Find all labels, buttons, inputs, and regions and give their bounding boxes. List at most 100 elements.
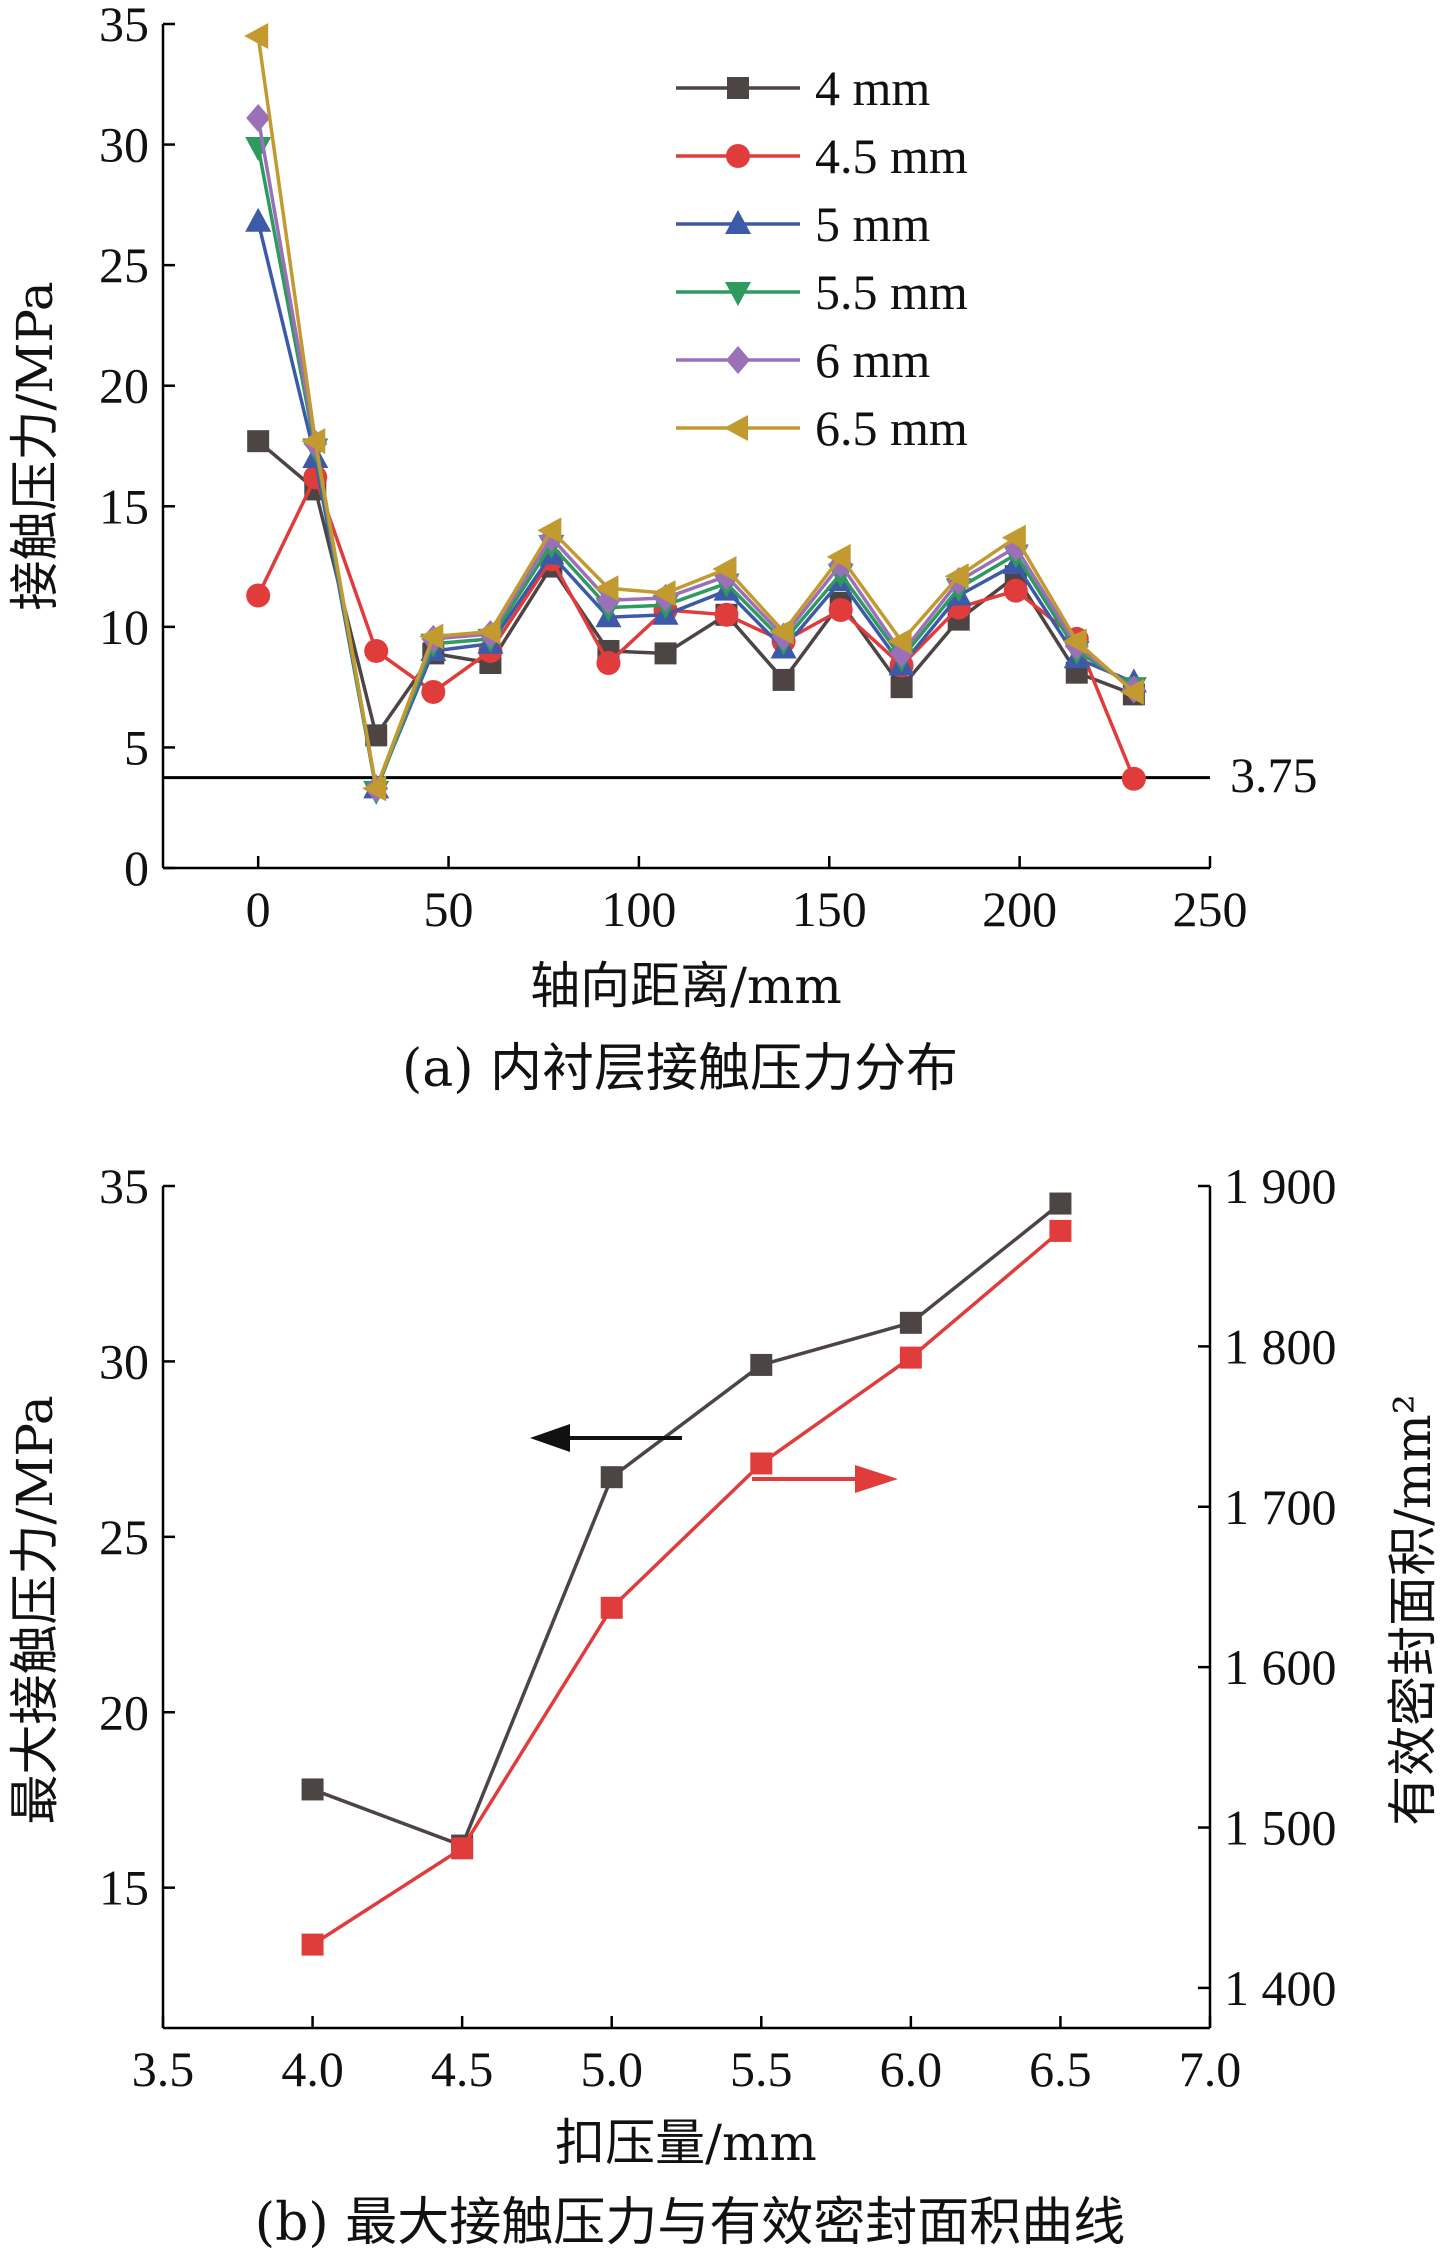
data-point-4mm <box>654 642 677 665</box>
chart-b-left-axis-title: 最大接触压力/MPa <box>6 1395 64 1824</box>
chart-a-y-tick-label: 10 <box>99 599 149 655</box>
data-point-6-5mm <box>1119 678 1144 705</box>
data-point-6-5mm <box>301 428 326 455</box>
data-point-sealing-area <box>1049 1219 1072 1242</box>
data-point-max-pressure <box>1049 1192 1072 1215</box>
data-point-sealing-area <box>301 1933 324 1956</box>
data-point-5mm <box>245 207 272 232</box>
data-point-6-5mm <box>537 517 562 544</box>
legend-label-4-5mm: 4.5 mm <box>815 128 968 184</box>
series-line-5mm <box>256 221 1135 795</box>
data-point-4-5mm <box>1121 766 1146 791</box>
data-point-sealing-area <box>750 1452 773 1475</box>
series-line-6-5mm <box>256 35 1136 796</box>
legend-marker-5-5mm <box>725 282 751 306</box>
chart-b-x-tick-label: 4.5 <box>431 2041 494 2097</box>
legend-label-6mm: 6 mm <box>815 332 930 388</box>
data-point-4-5mm <box>364 638 389 663</box>
data-point-6-5mm <box>594 575 619 602</box>
data-point-6-5mm <box>476 618 501 645</box>
chart-b-left-series-arrow <box>530 1424 682 1452</box>
chart-b-left-tick-label: 30 <box>99 1333 149 1389</box>
data-point-6-5mm <box>887 628 912 655</box>
data-point-4mm <box>890 676 913 699</box>
data-point-sealing-area <box>600 1596 623 1619</box>
series-line-sealing-area <box>311 1229 1062 1947</box>
data-point-6mm <box>246 104 271 133</box>
legend-marker-4-5mm <box>726 144 750 168</box>
chart-a-y-axis-title: 接触压力/MPa <box>6 281 64 610</box>
chart-b-x-tick-label: 3.5 <box>132 2041 195 2097</box>
legend-label-5-5mm: 5.5 mm <box>815 264 968 320</box>
chart-a-plot-area <box>163 23 1210 805</box>
chart-a-y-tick-label: 25 <box>99 237 149 293</box>
legend-label-6-5mm: 6.5 mm <box>815 400 968 456</box>
data-point-4-5mm <box>421 679 446 704</box>
data-point-4-5mm <box>596 651 621 676</box>
series-line-max-pressure <box>311 1202 1062 1848</box>
data-point-sealing-area <box>451 1837 474 1860</box>
data-point-4-5mm <box>714 602 739 627</box>
chart-a-x-tick-label: 200 <box>982 881 1057 937</box>
chart-b-x-tick-label: 5.0 <box>580 2041 643 2097</box>
data-point-4-5mm <box>246 583 271 608</box>
legend-marker-6-5mm <box>724 415 748 441</box>
chart-b-caption: (b) 最大接触压力与有效密封面积曲线 <box>255 2193 1125 2253</box>
data-point-6-5mm <box>712 555 737 582</box>
chart-a-caption: (a) 内衬层接触压力分布 <box>402 1039 958 1099</box>
data-point-6-5mm <box>362 775 387 802</box>
data-point-max-pressure <box>301 1778 324 1801</box>
legend-marker-6mm <box>726 346 750 374</box>
chart-b-x-axis-title: 扣压量/mm <box>555 2114 817 2172</box>
chart-b-right-tick-label: 1 700 <box>1224 1479 1337 1535</box>
data-point-6-5mm <box>419 623 444 650</box>
chart-a-x-axis-title: 轴向距离/mm <box>530 957 842 1015</box>
data-point-6-5mm <box>826 543 851 570</box>
data-point-6-5mm <box>1001 524 1026 551</box>
chart-a-legend: 4 mm 4.5 mm 5 mm 5.5 mm 6 mm 6.5 mm <box>676 60 968 456</box>
chart-a-x-tick-label: 50 <box>424 881 474 937</box>
chart-b-ticks: 3.5 4.0 4.5 5.0 5.5 6.0 6.5 7.0 15 20 25 30 35 1 400 1… <box>99 1158 1337 2097</box>
data-point-6-5mm <box>651 580 676 607</box>
chart-b-right-tick-label: 1 500 <box>1224 1800 1337 1856</box>
chart-b-x-tick-label: 4.0 <box>281 2041 344 2097</box>
legend-label-4mm: 4 mm <box>815 60 930 116</box>
chart-b: 3.5 4.0 4.5 5.0 5.5 6.0 6.5 7.0 15 20 25 30 35 1 400 1… <box>6 1158 1442 2253</box>
chart-b-right-tick-label: 1 600 <box>1224 1639 1337 1695</box>
data-point-max-pressure <box>600 1466 623 1489</box>
data-point-4mm <box>247 430 270 453</box>
data-point-6-5mm <box>769 618 794 645</box>
chart-b-left-tick-label: 15 <box>99 1860 149 1916</box>
data-point-5-5mm <box>245 136 272 161</box>
chart-a-y-tick-label: 35 <box>99 0 149 52</box>
chart-a-ticks: 0 50 100 150 200 250 0 5 10 15 20 25 30 35 <box>99 0 1248 937</box>
chart-b-x-tick-label: 5.5 <box>730 2041 793 2097</box>
data-point-4mm <box>365 724 388 747</box>
chart-a-x-tick-label: 100 <box>601 881 676 937</box>
data-point-max-pressure <box>899 1311 922 1334</box>
chart-a-y-tick-label: 5 <box>124 719 149 775</box>
chart-b-x-tick-label: 6.0 <box>880 2041 943 2097</box>
chart-a-x-tick-label: 250 <box>1173 881 1248 937</box>
chart-b-left-tick-label: 20 <box>99 1684 149 1740</box>
legend-label-5mm: 5 mm <box>815 196 930 252</box>
data-point-4-5mm <box>828 597 853 622</box>
data-point-6-5mm <box>244 23 269 50</box>
chart-b-x-tick-label: 6.5 <box>1029 2041 1092 2097</box>
data-point-6-5mm <box>1062 628 1087 655</box>
data-point-sealing-area <box>899 1346 922 1369</box>
chart-b-left-tick-label: 25 <box>99 1509 149 1565</box>
series-line-5-5mm <box>256 146 1135 798</box>
chart-b-x-tick-label: 7.0 <box>1179 2041 1242 2097</box>
chart-a-y-tick-label: 0 <box>124 840 149 896</box>
chart-a: 0 50 100 150 200 250 0 5 10 15 20 25 30 35 4 mm 4.5 mm… <box>6 0 1318 1099</box>
chart-b-right-tick-label: 1 400 <box>1224 1960 1337 2016</box>
chart-a-x-tick-label: 0 <box>246 881 271 937</box>
chart-a-y-tick-label: 30 <box>99 117 149 173</box>
series-line-6mm <box>256 117 1135 795</box>
chart-a-reference-label: 3.75 <box>1230 747 1318 803</box>
data-point-4-5mm <box>1003 578 1028 603</box>
chart-b-right-tick-label: 1 900 <box>1224 1158 1337 1214</box>
legend-marker-5mm <box>725 210 751 234</box>
